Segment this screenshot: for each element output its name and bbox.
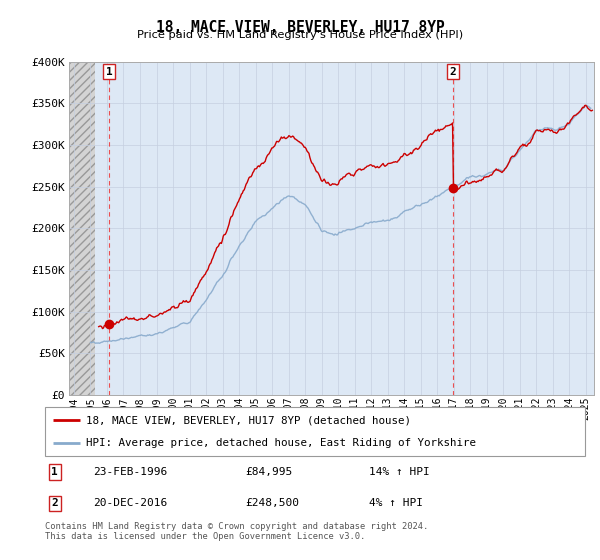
Text: 20-DEC-2016: 20-DEC-2016 <box>94 498 168 508</box>
Text: 14% ↑ HPI: 14% ↑ HPI <box>369 467 430 477</box>
Text: 1: 1 <box>52 467 58 477</box>
Text: 2: 2 <box>52 498 58 508</box>
Text: 2: 2 <box>450 67 457 77</box>
Text: 4% ↑ HPI: 4% ↑ HPI <box>369 498 423 508</box>
Text: Price paid vs. HM Land Registry's House Price Index (HPI): Price paid vs. HM Land Registry's House … <box>137 30 463 40</box>
Text: 18, MACE VIEW, BEVERLEY, HU17 8YP (detached house): 18, MACE VIEW, BEVERLEY, HU17 8YP (detac… <box>86 416 410 426</box>
Bar <box>69 62 95 395</box>
Text: HPI: Average price, detached house, East Riding of Yorkshire: HPI: Average price, detached house, East… <box>86 438 476 448</box>
Text: £84,995: £84,995 <box>245 467 292 477</box>
Text: £248,500: £248,500 <box>245 498 299 508</box>
Text: 18, MACE VIEW, BEVERLEY, HU17 8YP: 18, MACE VIEW, BEVERLEY, HU17 8YP <box>155 20 445 35</box>
Text: 1: 1 <box>106 67 113 77</box>
Text: Contains HM Land Registry data © Crown copyright and database right 2024.
This d: Contains HM Land Registry data © Crown c… <box>45 522 428 542</box>
Text: 23-FEB-1996: 23-FEB-1996 <box>94 467 168 477</box>
